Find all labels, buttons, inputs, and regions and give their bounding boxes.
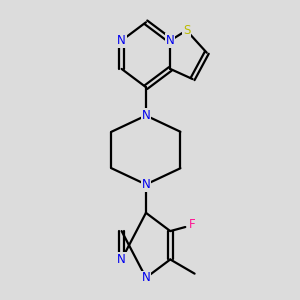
Text: N: N xyxy=(117,253,126,266)
Text: N: N xyxy=(142,178,150,191)
Text: S: S xyxy=(183,24,190,37)
Text: N: N xyxy=(117,34,126,47)
Text: N: N xyxy=(142,271,150,284)
Text: F: F xyxy=(189,218,196,232)
Text: N: N xyxy=(142,109,150,122)
Text: N: N xyxy=(166,34,175,47)
